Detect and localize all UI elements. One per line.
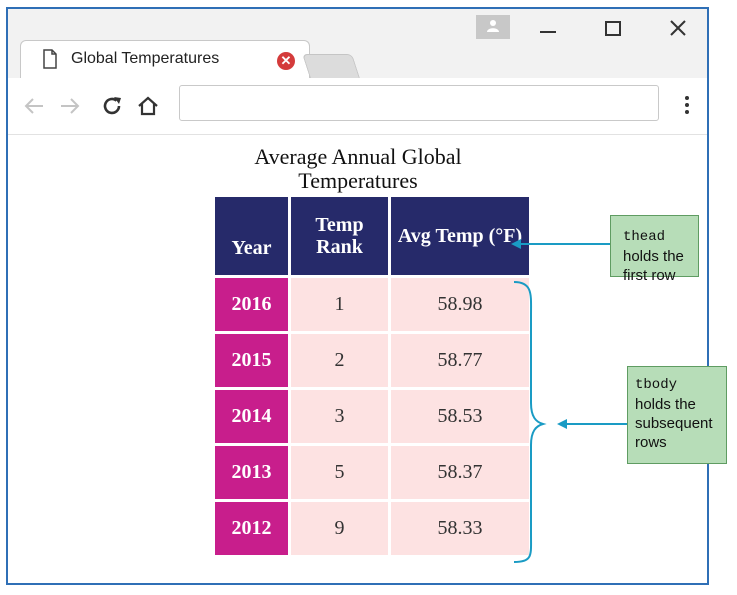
rank-cell: 1 [291, 278, 388, 331]
annotation-arrows [511, 239, 627, 563]
close-icon[interactable] [666, 16, 690, 40]
browser-window: Global Temperatures ✕ [6, 7, 727, 585]
year-cell: 2016 [215, 278, 288, 331]
rank-cell: 9 [291, 502, 388, 555]
table-body: 2016 1 58.98 2015 2 58.77 2014 3 58.53 2… [215, 278, 529, 555]
profile-icon[interactable] [476, 15, 510, 39]
browser-tab[interactable]: Global Temperatures ✕ [20, 40, 310, 78]
forward-arrow-icon[interactable] [58, 94, 82, 118]
thead-callout: thead holds the first row [610, 215, 699, 284]
back-arrow-icon[interactable] [22, 94, 46, 118]
tbody-callout: tbody holds the subsequent rows [627, 366, 727, 464]
rank-cell: 5 [291, 446, 388, 499]
table-row: 2013 5 58.37 [215, 446, 529, 499]
tbody-arrowhead [557, 419, 567, 429]
title-bar: Global Temperatures ✕ [8, 9, 707, 78]
year-cell: 2013 [215, 446, 288, 499]
table-caption: Average Annual Global Temperatures [254, 144, 462, 193]
thead-arrowhead [511, 239, 521, 249]
thead-code: thead [623, 229, 666, 245]
minimize-icon[interactable] [536, 16, 560, 40]
new-tab-button[interactable] [302, 54, 360, 78]
maximize-icon[interactable] [601, 16, 625, 40]
rank-cell: 3 [291, 390, 388, 443]
table-head: Year Temp Rank Avg Temp (°F) [215, 197, 529, 275]
tbody-callout-text: holds the subsequent rows [635, 396, 713, 451]
browser-toolbar [8, 78, 707, 135]
year-cell: 2015 [215, 334, 288, 387]
header-rank: Temp Rank [291, 197, 388, 275]
thead-callout-text: holds the first row [623, 248, 684, 284]
home-icon[interactable] [136, 94, 160, 118]
avg-temp-cell: 58.33 [391, 502, 529, 555]
temperature-table: Year Temp Rank Avg Temp (°F) 2016 1 58.9… [212, 194, 532, 558]
tbody-code: tbody [635, 377, 678, 393]
page-content: Average Annual Global Temperatures Year … [8, 135, 727, 583]
header-year: Year [215, 197, 288, 275]
header-row: Year Temp Rank Avg Temp (°F) [215, 197, 529, 275]
address-bar-input[interactable] [179, 85, 659, 121]
tab-title: Global Temperatures [71, 50, 220, 67]
avg-temp-cell: 58.77 [391, 334, 529, 387]
header-avg-temp: Avg Temp (°F) [391, 197, 529, 275]
table-row: 2016 1 58.98 [215, 278, 529, 331]
page-icon [42, 49, 58, 69]
year-cell: 2014 [215, 390, 288, 443]
table-row: 2015 2 58.77 [215, 334, 529, 387]
table-row: 2012 9 58.33 [215, 502, 529, 555]
table-row: 2014 3 58.53 [215, 390, 529, 443]
kebab-menu-icon[interactable] [680, 92, 694, 118]
avg-temp-cell: 58.37 [391, 446, 529, 499]
reload-icon[interactable] [100, 94, 124, 118]
close-tab-icon[interactable]: ✕ [277, 52, 295, 70]
tbody-brace [513, 281, 547, 563]
avg-temp-cell: 58.98 [391, 278, 529, 331]
rank-cell: 2 [291, 334, 388, 387]
avg-temp-cell: 58.53 [391, 390, 529, 443]
year-cell: 2012 [215, 502, 288, 555]
